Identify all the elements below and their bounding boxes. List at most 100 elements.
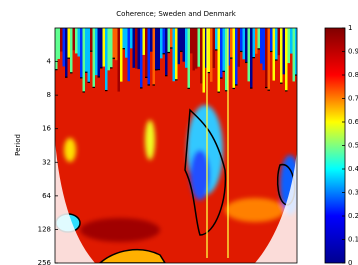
colorbar-tick-label: 0 bbox=[348, 259, 352, 265]
texture-edge bbox=[80, 77, 83, 78]
texture-edge bbox=[215, 49, 218, 50]
colorbar-tick-label: 0.5 bbox=[348, 142, 358, 150]
y-axis-label: Period bbox=[14, 134, 22, 156]
texture-stripe bbox=[150, 28, 153, 52]
texture-edge bbox=[240, 51, 243, 52]
texture-stripe bbox=[203, 28, 206, 93]
texture-stripe bbox=[278, 28, 281, 55]
texture-stripe bbox=[198, 28, 201, 67]
texture-stripe bbox=[245, 28, 248, 63]
texture-stripe bbox=[125, 28, 128, 58]
texture-stripe bbox=[253, 28, 256, 58]
texture-stripe bbox=[108, 28, 111, 70]
texture-stripe bbox=[223, 28, 226, 72]
texture-edge bbox=[270, 51, 273, 52]
texture-stripe bbox=[60, 28, 63, 52]
texture-edge bbox=[235, 84, 238, 85]
texture-stripe bbox=[58, 28, 61, 59]
texture-stripe bbox=[73, 28, 76, 50]
texture-stripe bbox=[145, 28, 148, 78]
texture-stripe bbox=[285, 28, 288, 91]
texture-edge bbox=[140, 87, 143, 88]
texture-stripe bbox=[153, 28, 156, 85]
texture-stripe bbox=[140, 28, 143, 88]
y-tick-label: 8 bbox=[47, 91, 51, 99]
texture-stripe bbox=[113, 28, 116, 59]
texture-stripe bbox=[293, 28, 296, 81]
texture-stripe bbox=[175, 28, 178, 80]
texture-stripe bbox=[143, 28, 146, 55]
texture-stripe bbox=[215, 28, 218, 50]
texture-stripe bbox=[210, 28, 213, 82]
texture-stripe bbox=[213, 28, 216, 68]
coherence-field bbox=[55, 28, 300, 263]
texture-edge bbox=[188, 88, 191, 89]
texture-stripe bbox=[290, 28, 293, 54]
texture-stripe bbox=[265, 28, 268, 88]
texture-edge bbox=[83, 91, 86, 92]
blob bbox=[80, 218, 160, 242]
texture-stripe bbox=[160, 28, 163, 58]
texture-edge bbox=[170, 47, 173, 48]
texture-stripe bbox=[233, 28, 236, 89]
texture-edge bbox=[90, 51, 93, 52]
texture-stripe bbox=[63, 28, 66, 66]
y-tick-label: 128 bbox=[38, 225, 51, 233]
texture-edge bbox=[163, 53, 166, 54]
texture-stripe bbox=[225, 28, 228, 91]
texture-edge bbox=[105, 90, 108, 91]
texture-stripe bbox=[258, 28, 261, 49]
texture-stripe bbox=[88, 28, 91, 83]
texture-stripe bbox=[105, 28, 108, 91]
texture-edge bbox=[113, 58, 116, 59]
texture-stripe bbox=[230, 28, 233, 58]
chart-title: Coherence; Sweden and Denmark bbox=[116, 10, 237, 18]
texture-stripe bbox=[110, 28, 113, 68]
texture-edge bbox=[275, 59, 278, 60]
texture-stripe bbox=[95, 28, 98, 75]
texture-edge bbox=[158, 69, 161, 70]
colorbar-tick-label: 0.2 bbox=[348, 212, 358, 220]
texture-stripe bbox=[138, 28, 141, 69]
blob bbox=[225, 198, 285, 222]
colorbar-tick-label: 0.6 bbox=[348, 118, 358, 126]
texture-stripe bbox=[248, 28, 251, 81]
blob bbox=[145, 120, 155, 160]
colorbar-tick-label: 0.8 bbox=[348, 71, 358, 79]
texture-stripe bbox=[80, 28, 83, 78]
texture-stripe bbox=[155, 28, 158, 70]
texture-stripe bbox=[173, 28, 176, 81]
texture-edge bbox=[180, 51, 183, 52]
texture-stripe bbox=[263, 28, 266, 70]
texture-edge bbox=[230, 57, 233, 58]
texture-stripe bbox=[135, 28, 138, 69]
blob bbox=[64, 138, 76, 162]
texture-stripe bbox=[128, 28, 131, 81]
texture-stripe bbox=[200, 28, 203, 83]
texture-stripe bbox=[193, 28, 196, 70]
texture-edge bbox=[155, 69, 158, 70]
texture-edge bbox=[168, 52, 171, 53]
texture-stripe bbox=[270, 28, 273, 52]
texture-stripe bbox=[288, 28, 291, 63]
texture-edge bbox=[280, 83, 283, 84]
colorbar-tick-label: 0.3 bbox=[348, 189, 358, 197]
texture-edge bbox=[123, 48, 126, 49]
texture-stripe bbox=[178, 28, 181, 64]
texture-edge bbox=[285, 90, 288, 91]
texture-stripe bbox=[163, 28, 166, 54]
texture-edge bbox=[208, 72, 211, 73]
texture-stripe bbox=[188, 28, 191, 89]
texture-stripe bbox=[130, 28, 133, 48]
texture-stripe bbox=[158, 28, 161, 70]
y-tick-label: 256 bbox=[38, 259, 52, 265]
texture-edge bbox=[110, 67, 113, 68]
texture-stripe bbox=[68, 28, 71, 59]
texture-edge bbox=[100, 67, 103, 68]
texture-stripe bbox=[255, 28, 258, 54]
texture-stripe bbox=[123, 28, 126, 49]
texture-stripe bbox=[185, 28, 188, 68]
texture-edge bbox=[85, 72, 88, 73]
texture-stripe bbox=[70, 28, 73, 73]
texture-edge bbox=[93, 87, 96, 88]
